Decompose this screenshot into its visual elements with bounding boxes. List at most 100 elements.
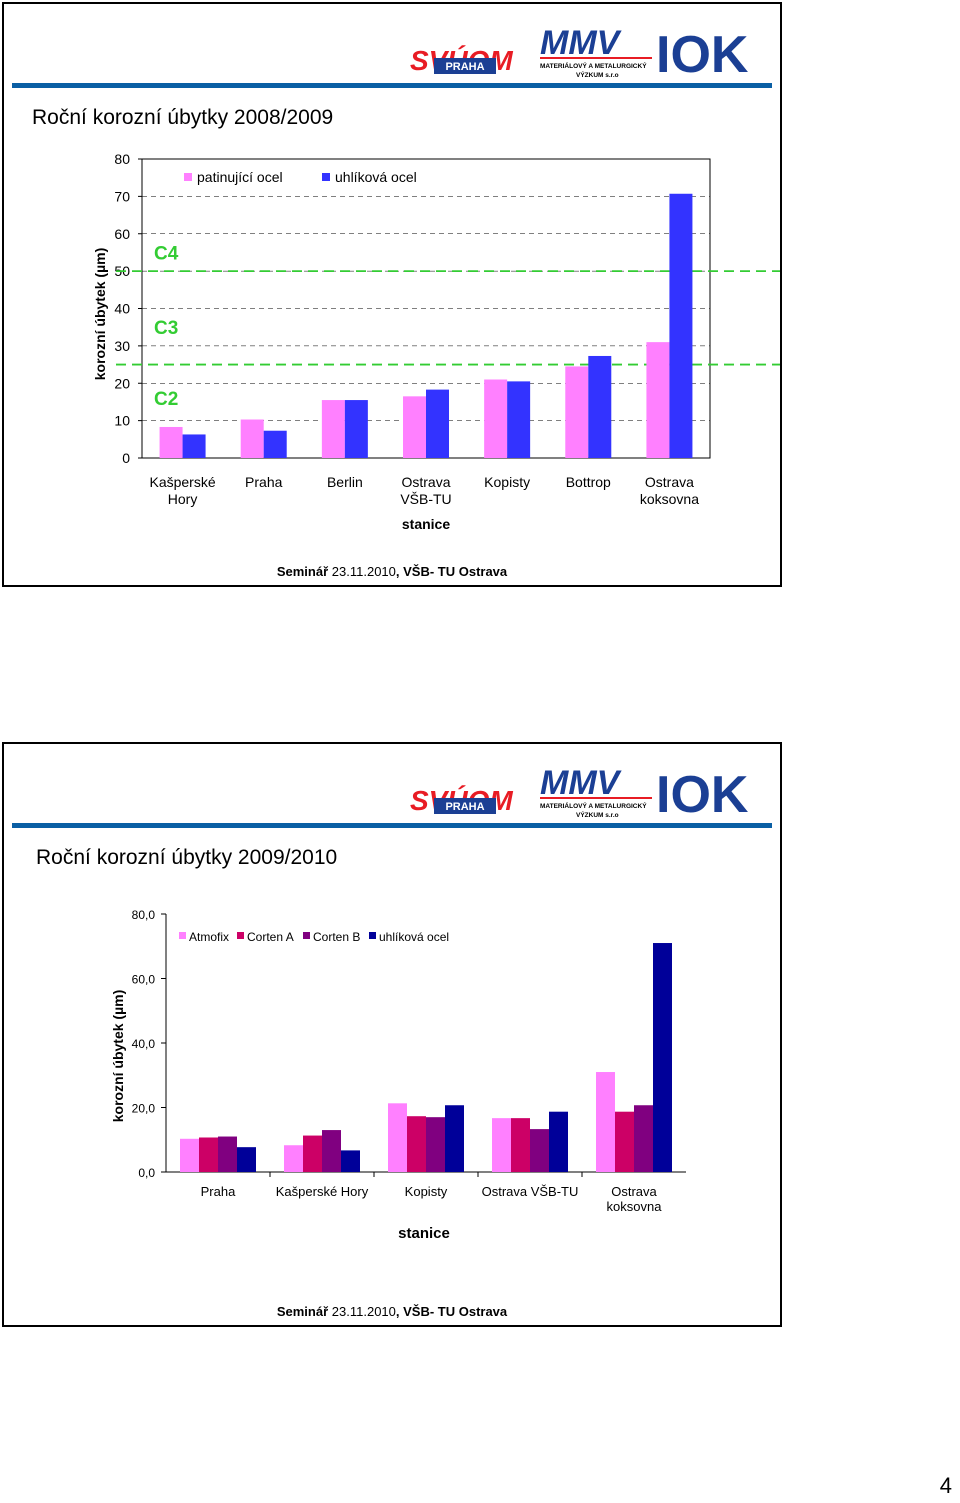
x-tick-label: Ostrava VŠB-TU xyxy=(482,1184,579,1199)
bar xyxy=(403,396,426,458)
bar xyxy=(530,1129,549,1172)
page-number: 4 xyxy=(939,1473,952,1498)
bar xyxy=(511,1118,530,1172)
slide-2008-2009: SVÚOM PRAHA MMV MATERIÁLOVÝ A METALURGIC… xyxy=(2,2,782,587)
bar xyxy=(341,1150,360,1172)
legend-swatch xyxy=(322,173,330,181)
logos: SVÚOM PRAHA MMV MATERIÁLOVÝ A METALURGIC… xyxy=(410,764,749,820)
legend-swatch xyxy=(237,932,244,939)
bar xyxy=(237,1147,256,1172)
legend-swatch xyxy=(184,173,192,181)
mmv-logo-sub2: VÝZKUM s.r.o xyxy=(576,70,619,79)
y-tick-label: 20 xyxy=(114,375,130,391)
bar xyxy=(588,355,612,458)
bar xyxy=(199,1137,218,1172)
bar xyxy=(615,1111,634,1172)
bar xyxy=(646,342,670,458)
legend-label: Corten A xyxy=(247,930,294,944)
svuom-logo: SVÚOM PRAHA xyxy=(410,785,513,816)
bar xyxy=(321,400,345,458)
corrosivity-category-label: C2 xyxy=(154,389,178,410)
y-axis-title: korozní úbytek (µm) xyxy=(110,990,126,1123)
x-tick-label: Berlin xyxy=(327,474,363,490)
y-tick-label: 60,0 xyxy=(132,973,156,987)
legend-label: Atmofix xyxy=(189,930,229,944)
x-tick-label: Bottrop xyxy=(566,474,611,490)
y-tick-label: 0 xyxy=(122,450,130,466)
y-tick-label: 20,0 xyxy=(132,1102,156,1116)
bar xyxy=(218,1136,237,1172)
bar xyxy=(634,1105,653,1172)
bar xyxy=(284,1145,303,1172)
bar xyxy=(507,381,531,458)
bar xyxy=(549,1111,568,1172)
legend-label: Corten B xyxy=(313,930,360,944)
mmv-logo-sub1: MATERIÁLOVÝ A METALURGICKÝ xyxy=(540,801,647,810)
y-tick-label: 10 xyxy=(114,413,130,429)
footer-suffix: , VŠB- TU Ostrava xyxy=(395,564,508,579)
bar xyxy=(182,434,206,458)
x-axis-title: stanice xyxy=(398,1225,450,1242)
bar xyxy=(653,943,672,1172)
footer-suffix: , VŠB- TU Ostrava xyxy=(395,1304,508,1319)
iok-logo-text: IOK xyxy=(656,26,749,80)
slide-title: Roční korozní úbytky 2008/2009 xyxy=(32,106,334,129)
bar-chart-2009-2010: 0,0 20,0 40,0 60,0 80,0 Praha Kašperské Hory Ko… xyxy=(110,908,686,1242)
logos: SVÚOM PRAHA MMV MATERIÁLOVÝ A METALURGIC… xyxy=(410,24,749,80)
mmv-logo: MMV MATERIÁLOVÝ A METALURGICKÝ VÝZKUM s.… xyxy=(540,764,652,819)
bar xyxy=(303,1135,322,1172)
y-tick-label: 60 xyxy=(114,226,130,242)
y-tick-label: 0,0 xyxy=(138,1166,155,1180)
legend-label: patinující ocel xyxy=(197,169,283,185)
corrosivity-category-label: C4 xyxy=(154,243,179,264)
y-tick-label: 70 xyxy=(114,188,130,204)
header-line xyxy=(12,83,772,88)
bar xyxy=(426,1117,445,1172)
bar xyxy=(180,1138,199,1172)
x-tick-label: Kašperské Hory xyxy=(149,474,215,507)
footer-date: 23.11.2010 xyxy=(331,564,396,579)
slide-title: Roční korozní úbytky 2009/2010 xyxy=(36,846,338,869)
x-tick-label: Ostrava koksovna xyxy=(640,474,699,507)
slide-2009-2010: SVÚOM PRAHA MMV MATERIÁLOVÝ A METALURGIC… xyxy=(2,742,782,1327)
legend-label: uhlíková ocel xyxy=(335,169,417,185)
y-tick-label: 80,0 xyxy=(132,908,156,922)
mmv-logo: MMV MATERIÁLOVÝ A METALURGICKÝ VÝZKUM s.… xyxy=(540,24,652,79)
x-tick-label: Praha xyxy=(201,1184,236,1199)
svuom-logo-sub: PRAHA xyxy=(445,801,484,813)
bar xyxy=(263,430,287,458)
iok-logo-text: IOK xyxy=(656,766,749,820)
y-tick-label: 80 xyxy=(114,151,130,167)
x-axis-title: stanice xyxy=(402,516,450,532)
y-tick-label: 40,0 xyxy=(132,1037,156,1051)
iok-logo: IOK xyxy=(656,766,749,820)
footer-date: 23.11.2010 xyxy=(331,1304,396,1319)
bar xyxy=(240,419,264,458)
x-tick-label: Praha xyxy=(245,474,283,490)
x-tick-label: Kopisty xyxy=(405,1184,448,1199)
bar xyxy=(407,1116,426,1172)
bar xyxy=(322,1130,341,1172)
iok-logo: IOK xyxy=(656,26,749,80)
bar xyxy=(596,1072,615,1172)
x-tick-label: Ostrava koksovna xyxy=(607,1184,663,1214)
mmv-logo-text: MMV xyxy=(540,764,623,802)
mmv-logo-sub2: VÝZKUM s.r.o xyxy=(576,810,619,819)
x-tick-label: Kopisty xyxy=(484,474,530,490)
header-line xyxy=(12,823,772,828)
bar xyxy=(445,1105,464,1172)
bar xyxy=(484,379,508,458)
footer-prefix: Seminář xyxy=(276,564,329,579)
bar xyxy=(388,1103,407,1172)
y-tick-label: 30 xyxy=(114,338,130,354)
y-axis-title: korozní úbytek (µm) xyxy=(92,248,108,381)
legend-swatch xyxy=(303,932,310,939)
svuom-logo: SVÚOM PRAHA xyxy=(410,45,513,76)
footer: Seminář 23.11.2010, VŠB- TU Ostrava xyxy=(4,564,780,579)
bar xyxy=(426,389,449,458)
svuom-logo-sub: PRAHA xyxy=(445,61,484,73)
bar xyxy=(669,193,693,459)
bar xyxy=(492,1118,511,1172)
legend-label: uhlíková ocel xyxy=(379,930,449,944)
